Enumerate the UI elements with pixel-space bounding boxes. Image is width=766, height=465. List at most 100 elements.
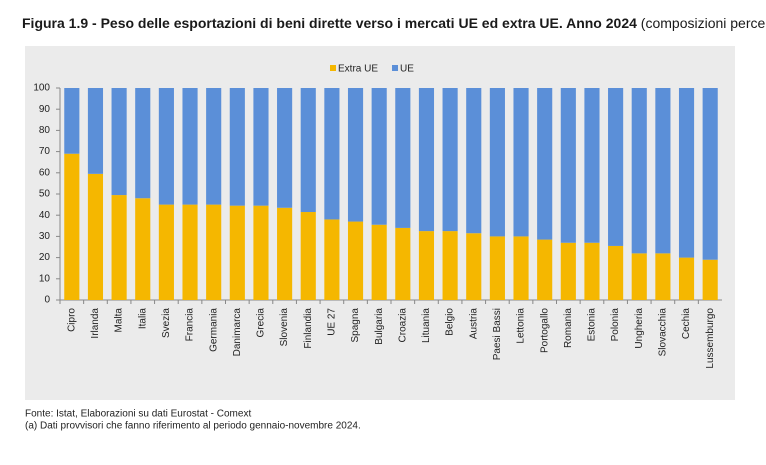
- bar-segment: [253, 205, 269, 300]
- x-tick-label: Spagna: [350, 308, 361, 343]
- bar-segment: [111, 88, 127, 196]
- bar-segment: [418, 231, 435, 300]
- legend-swatch: [330, 65, 336, 71]
- x-tick-label: Finlandia: [303, 308, 314, 349]
- title-text: Figura 1.9 - Peso delle esportazioni di …: [22, 15, 637, 31]
- bar-segment: [702, 259, 718, 300]
- bar-segment: [537, 88, 553, 240]
- bar-segment: [158, 88, 174, 205]
- bar-segment: [608, 88, 624, 246]
- x-tick-label: Estonia: [587, 308, 598, 342]
- y-tick-label: 0: [44, 295, 50, 306]
- x-tick-label: Germania: [208, 308, 219, 352]
- bar-segment: [655, 88, 671, 254]
- subtitle: (composizioni percentuali) (a): [641, 15, 766, 31]
- bar-segment: [489, 236, 505, 300]
- bar-segment: [489, 88, 505, 237]
- bar-segment: [678, 257, 695, 300]
- x-tick-label: Paesi Bassi: [492, 308, 503, 360]
- bar-segment: [418, 88, 435, 232]
- source-note: Fonte: Istat, Elaborazioni su dati Euros…: [25, 409, 251, 420]
- x-tick-label: Lituania: [421, 308, 432, 343]
- bar-segment: [442, 88, 458, 232]
- bar-segment: [466, 233, 482, 300]
- bar-segment: [300, 212, 316, 300]
- x-tick-label: Slovacchia: [658, 308, 669, 357]
- y-tick-label: 20: [39, 252, 51, 263]
- x-tick-label: Grecia: [256, 308, 267, 338]
- y-tick-label: 80: [39, 125, 51, 136]
- chart-title: Figura 1.9 - Peso delle esportazioni di …: [22, 15, 766, 31]
- bar-segment: [229, 88, 245, 206]
- x-tick-label: Cechia: [681, 308, 692, 340]
- x-tick-label: Cipro: [66, 308, 77, 332]
- bar-segment: [395, 88, 411, 228]
- bar-segment: [655, 253, 671, 300]
- bar-segment: [182, 88, 198, 205]
- x-tick-label: Lettonia: [516, 308, 527, 344]
- bar-segment: [64, 153, 80, 300]
- x-tick-label: Romania: [563, 308, 574, 348]
- bar-segment: [702, 88, 718, 260]
- bar-segment: [513, 236, 529, 300]
- x-tick-label: Lussemburgo: [705, 308, 716, 369]
- bar-segment: [87, 88, 104, 174]
- x-tick-label: Croazia: [397, 308, 408, 343]
- bar-segment: [324, 88, 340, 220]
- y-tick-label: 40: [39, 210, 51, 221]
- bar-segment: [395, 227, 411, 300]
- x-tick-label: Malta: [114, 308, 125, 333]
- bar-segment: [324, 219, 340, 300]
- y-tick-label: 90: [39, 104, 51, 115]
- bar-segment: [135, 88, 151, 199]
- legend-label: UE: [400, 64, 414, 75]
- x-tick-label: Slovenia: [279, 308, 290, 347]
- legend-label: Extra UE: [338, 64, 378, 75]
- bar-segment: [608, 245, 624, 300]
- bar-segment: [466, 88, 482, 234]
- x-tick-label: Svezia: [161, 308, 172, 338]
- bar-segment: [253, 88, 269, 206]
- y-tick-label: 70: [39, 146, 51, 157]
- bar-segment: [513, 88, 529, 237]
- bar-segment: [300, 88, 316, 213]
- bar-segment: [64, 88, 80, 154]
- bar-segment: [678, 88, 695, 258]
- x-tick-label: Bulgaria: [374, 308, 385, 345]
- bar-segment: [347, 221, 364, 300]
- x-tick-label: Belgio: [445, 308, 456, 336]
- bar-segment: [560, 88, 576, 243]
- bar-segment: [158, 204, 174, 300]
- bar-segment: [631, 253, 647, 300]
- bar-segment: [537, 239, 553, 300]
- bar-segment: [87, 173, 104, 300]
- bar-segment: [584, 242, 600, 300]
- bar-segment: [371, 224, 387, 300]
- x-tick-label: UE 27: [327, 308, 338, 336]
- bar-segment: [442, 231, 458, 300]
- bar-segment: [560, 242, 576, 300]
- bar-segment: [584, 88, 600, 243]
- y-tick-label: 30: [39, 231, 51, 242]
- x-tick-label: Francia: [185, 308, 196, 342]
- bar-segment: [135, 198, 151, 300]
- legend-swatch: [392, 65, 399, 71]
- y-tick-label: 50: [39, 189, 51, 200]
- x-tick-label: Polonia: [610, 308, 621, 342]
- x-tick-label: Ungheria: [634, 308, 645, 349]
- x-tick-label: Danimarca: [232, 308, 243, 357]
- bar-segment: [371, 88, 387, 225]
- y-tick-label: 10: [39, 273, 51, 284]
- bar-segment: [631, 88, 647, 254]
- bar-segment: [277, 88, 293, 208]
- x-tick-label: Irlanda: [90, 308, 101, 339]
- bar-segment: [229, 205, 245, 300]
- bar-segment: [206, 204, 222, 300]
- x-tick-label: Austria: [468, 308, 479, 340]
- footnote: (a) Dati provvisori che fanno riferiment…: [25, 421, 361, 432]
- bar-segment: [206, 88, 222, 205]
- bar-segment: [182, 204, 198, 300]
- bar-segment: [111, 195, 127, 300]
- y-tick-label: 100: [33, 83, 50, 94]
